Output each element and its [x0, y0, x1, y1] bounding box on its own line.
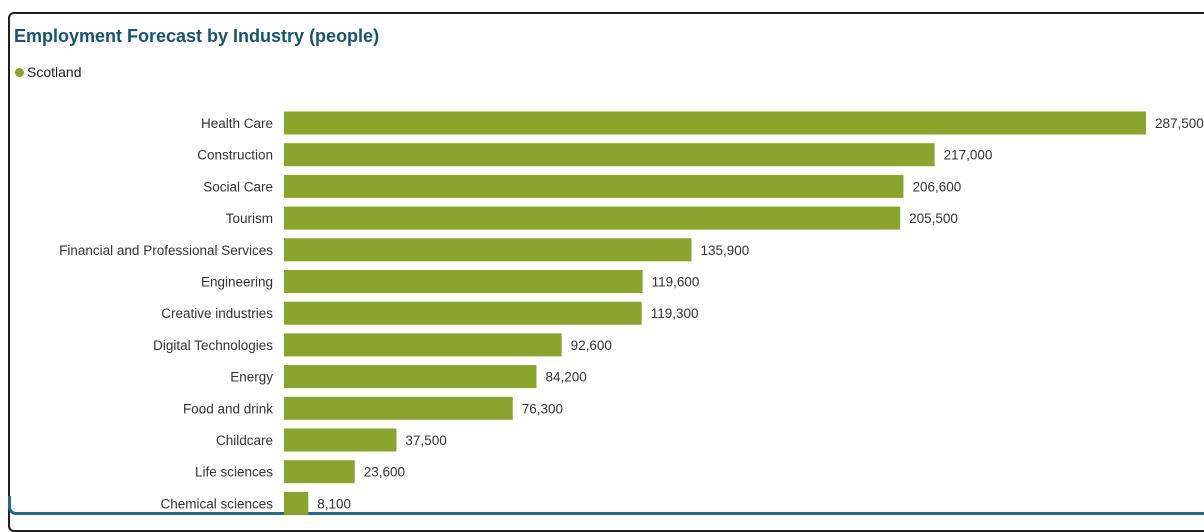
bar[interactable]	[284, 333, 562, 357]
value-label: 119,300	[651, 306, 699, 321]
value-label: 119,600	[652, 275, 700, 290]
value-label: 8,100	[317, 496, 351, 511]
category-label: Social Care	[203, 179, 273, 194]
value-label: 205,500	[909, 211, 958, 226]
bar[interactable]	[284, 301, 642, 325]
category-label: Creative industries	[161, 306, 273, 321]
legend-marker	[15, 67, 24, 77]
bar[interactable]	[284, 238, 692, 262]
bar[interactable]	[284, 111, 1146, 135]
category-label: Childcare	[216, 433, 273, 448]
category-label: Tourism	[226, 211, 273, 226]
bar[interactable]	[284, 143, 935, 167]
value-label: 206,600	[912, 179, 961, 194]
category-label: Engineering	[201, 275, 273, 290]
legend[interactable]: Scotland	[15, 64, 81, 80]
category-label: Food and drink	[183, 401, 273, 416]
value-label: 217,000	[944, 148, 993, 163]
bar[interactable]	[284, 270, 643, 293]
category-label: Digital Technologies	[153, 338, 273, 353]
category-label: Construction	[197, 148, 273, 163]
value-label: 23,600	[364, 465, 405, 480]
bar[interactable]	[284, 428, 397, 452]
value-label: 76,300	[522, 401, 563, 416]
bar[interactable]	[284, 491, 309, 515]
value-label: 92,600	[571, 338, 612, 353]
chart-title: Employment Forecast by Industry (people)	[14, 26, 380, 46]
value-label: 287,500	[1155, 116, 1204, 131]
value-label: 135,900	[700, 243, 749, 258]
bar[interactable]	[284, 174, 904, 198]
value-label: 84,200	[545, 370, 586, 385]
bar[interactable]	[284, 206, 901, 230]
value-label: 37,500	[405, 433, 446, 448]
bar-chart: Health Care 287,500 Construction 217,000 Soc…	[59, 111, 1204, 515]
panel-accent-border	[8, 496, 1204, 515]
bar[interactable]	[284, 365, 537, 389]
legend-label: Scotland	[27, 64, 82, 80]
category-label: Energy	[230, 370, 273, 385]
category-label: Life sciences	[195, 465, 273, 480]
bar[interactable]	[284, 396, 513, 420]
bar[interactable]	[284, 460, 355, 484]
category-label: Financial and Professional Services	[59, 243, 273, 258]
category-label: Health Care	[201, 116, 273, 131]
category-label: Chemical sciences	[160, 496, 273, 511]
